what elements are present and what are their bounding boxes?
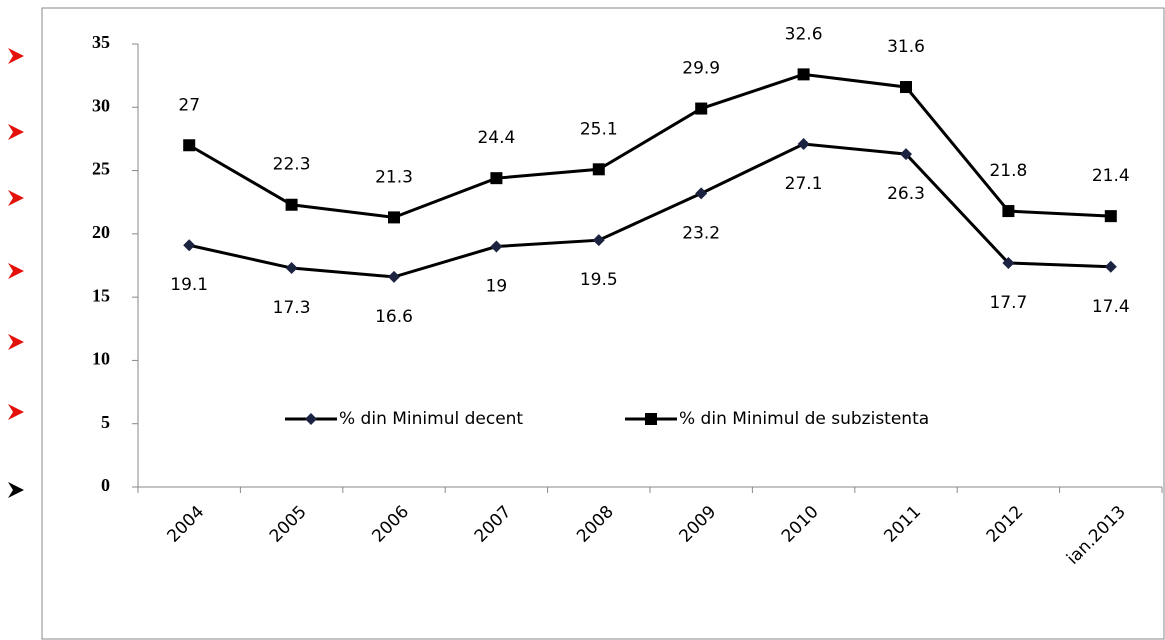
- data-label: 17.4: [1092, 297, 1130, 317]
- data-label: 17.7: [989, 293, 1027, 313]
- marker: [1002, 256, 1015, 269]
- bullet: [8, 482, 24, 498]
- data-label: 32.6: [785, 24, 823, 44]
- series-line: [188, 72, 1111, 219]
- marker: [388, 270, 400, 283]
- y-tick-label: 10: [92, 349, 110, 369]
- legend: % din Minimul decent % din Minimul de sub…: [285, 409, 929, 429]
- y-tick-label: 35: [92, 32, 110, 52]
- bullet: [8, 124, 24, 140]
- marker: [1104, 210, 1117, 223]
- marker: [183, 239, 196, 252]
- marker: [797, 68, 810, 81]
- data-label: 16.6: [375, 307, 413, 327]
- marker: [592, 163, 605, 176]
- y-tick-label: 0: [101, 475, 110, 495]
- legend-label: % din Minimul de subzistenta: [679, 409, 929, 429]
- marker: [1104, 260, 1117, 273]
- marker: [900, 81, 912, 94]
- bullets: [8, 48, 24, 498]
- marker: [490, 172, 503, 185]
- marker: [285, 198, 298, 211]
- data-label: 27.1: [785, 174, 823, 194]
- marker: [592, 234, 605, 247]
- data-label: 29.9: [682, 59, 720, 79]
- y-tick-label: 20: [92, 222, 110, 242]
- data-label: 31.6: [887, 37, 925, 57]
- marker: [797, 137, 810, 150]
- data-label: 17.3: [273, 298, 311, 318]
- marker: [285, 262, 298, 275]
- data-label: 25.1: [580, 119, 618, 139]
- marker: [490, 240, 503, 253]
- y-tick-label: 30: [92, 95, 110, 115]
- data-label: 26.3: [887, 184, 925, 204]
- marker: [695, 187, 708, 200]
- bullet: [8, 334, 24, 350]
- data-label: 19: [486, 277, 508, 297]
- series: 27 22.3 21.3 24.4 25.1 29.9 32.6 31.6 21.8 21.4: [178, 24, 1130, 224]
- bullet: [8, 190, 24, 206]
- series: 19.1 17.3 16.6 19 19.5 23.2 27.1 26.3 17.7 17.4: [170, 137, 1130, 327]
- data-label: 21.8: [989, 161, 1027, 181]
- y-tick-label: 25: [92, 159, 110, 179]
- legend-marker: [645, 413, 657, 425]
- data-label: 24.4: [477, 128, 515, 148]
- data-label: 21.3: [375, 167, 413, 187]
- marker: [900, 148, 912, 161]
- marker: [1002, 205, 1015, 218]
- data-label: 19.1: [170, 275, 208, 295]
- data-label: 27: [178, 95, 200, 115]
- marker: [388, 211, 400, 224]
- data-label: 19.5: [580, 270, 618, 290]
- chart-frame: [41, 7, 1165, 640]
- y-tick-label: 15: [92, 285, 110, 305]
- data-label: 22.3: [273, 155, 311, 175]
- bullet: [8, 48, 24, 64]
- bullet: [8, 404, 24, 420]
- data-label: 23.2: [682, 223, 720, 243]
- marker: [183, 139, 196, 152]
- y-tick-label: 5: [101, 412, 110, 432]
- marker: [695, 102, 708, 115]
- series-line: [188, 142, 1111, 279]
- legend-marker: [305, 413, 317, 425]
- legend-label: % din Minimul decent: [339, 409, 523, 429]
- bullet: [8, 263, 24, 279]
- data-label: 21.4: [1092, 166, 1130, 186]
